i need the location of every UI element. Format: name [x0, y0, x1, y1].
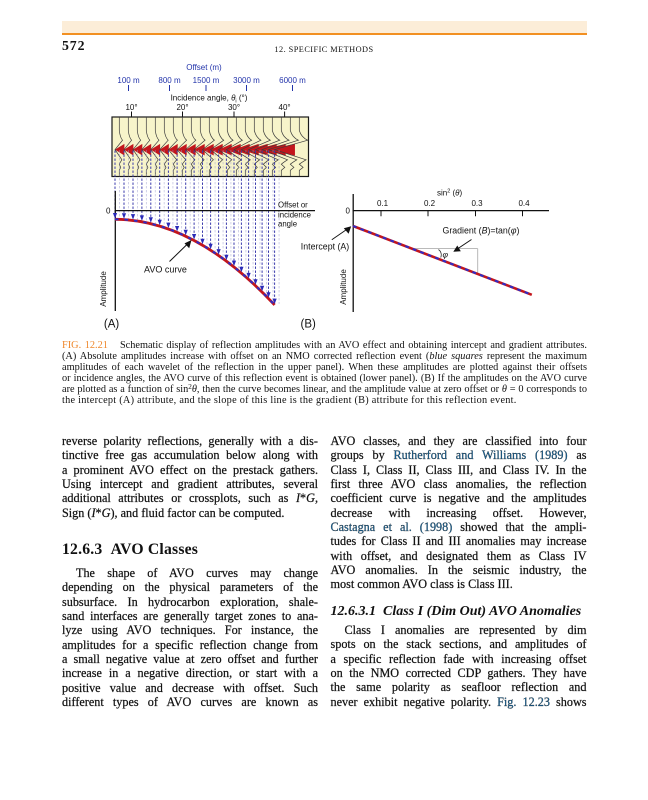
- svg-text:20°: 20°: [176, 103, 188, 112]
- svg-text:1500 m: 1500 m: [193, 76, 220, 85]
- svg-text:Offset (m): Offset (m): [186, 63, 222, 72]
- svg-text:angle: angle: [278, 220, 297, 229]
- svg-text:incidence: incidence: [278, 210, 311, 219]
- svg-text:6000 m: 6000 m: [279, 76, 306, 85]
- svg-text:Incidence angle, θi (°): Incidence angle, θi (°): [171, 94, 248, 105]
- svg-text:0.4: 0.4: [518, 199, 530, 208]
- svg-text:Amplitude: Amplitude: [339, 269, 348, 305]
- svg-text:0.3: 0.3: [471, 199, 483, 208]
- svg-text:0.1: 0.1: [377, 199, 389, 208]
- svg-text:sin2 (θ): sin2 (θ): [437, 189, 463, 198]
- svg-text:Offset or: Offset or: [278, 201, 308, 210]
- svg-text:AVO curve: AVO curve: [144, 265, 187, 275]
- svg-text:100 m: 100 m: [117, 76, 140, 85]
- svg-text:φ: φ: [443, 250, 449, 260]
- svg-text:(A): (A): [104, 319, 120, 331]
- svg-text:Gradient (B)=tan(φ): Gradient (B)=tan(φ): [443, 226, 520, 236]
- svg-text:Intercept (A): Intercept (A): [301, 241, 349, 251]
- svg-text:3000 m: 3000 m: [233, 76, 260, 85]
- svg-text:10°: 10°: [125, 103, 137, 112]
- svg-text:Amplitude: Amplitude: [99, 271, 108, 307]
- svg-text:0: 0: [346, 207, 351, 216]
- svg-text:0: 0: [106, 207, 111, 216]
- svg-text:30°: 30°: [228, 103, 240, 112]
- svg-text:800 m: 800 m: [158, 76, 181, 85]
- svg-text:(B): (B): [301, 319, 317, 331]
- svg-text:40°: 40°: [279, 103, 291, 112]
- svg-text:0.2: 0.2: [424, 199, 436, 208]
